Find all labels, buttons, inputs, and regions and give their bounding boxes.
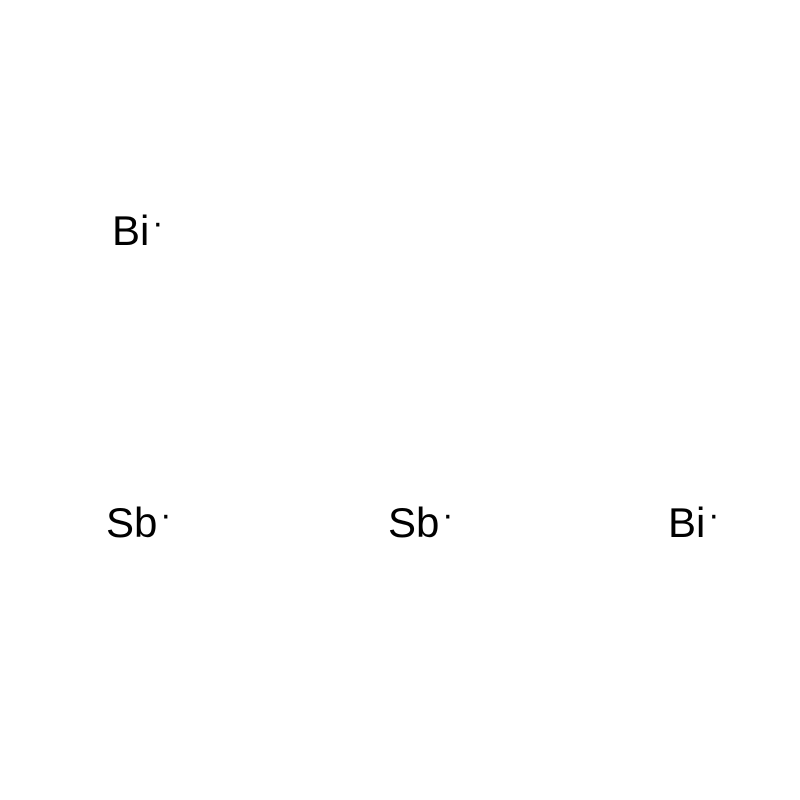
molecule-canvas: Bi · Sb · Sb · Bi ·: [0, 0, 800, 800]
element-symbol: Sb: [388, 502, 439, 544]
atom-sb-bottom-left: Sb ·: [106, 502, 171, 544]
element-symbol: Bi: [668, 502, 705, 544]
radical-dot: ·: [160, 498, 171, 532]
radical-dot: ·: [708, 498, 719, 532]
radical-dot: ·: [442, 498, 453, 532]
element-symbol: Bi: [112, 210, 149, 252]
element-symbol: Sb: [106, 502, 157, 544]
atom-bi-bottom-right: Bi ·: [668, 502, 719, 544]
atom-sb-bottom-mid: Sb ·: [388, 502, 453, 544]
radical-dot: ·: [152, 206, 163, 240]
atom-bi-top-left: Bi ·: [112, 210, 163, 252]
